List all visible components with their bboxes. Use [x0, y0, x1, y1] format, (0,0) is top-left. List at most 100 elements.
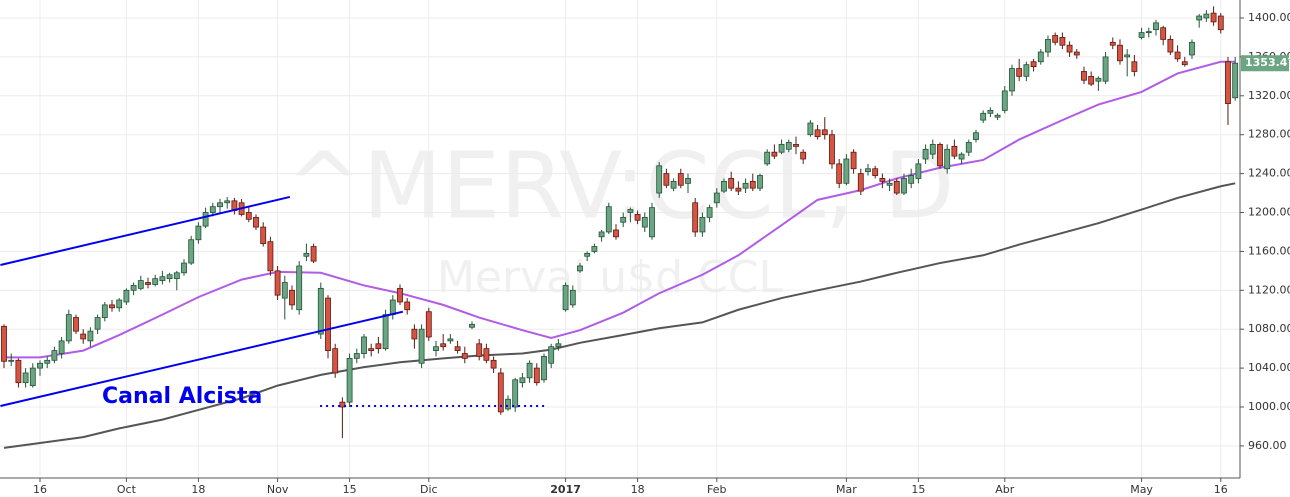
- candle-body: [137, 280, 144, 289]
- candle-body: [519, 377, 526, 384]
- candle-body: [598, 231, 605, 238]
- candle-body: [37, 362, 43, 369]
- x-tick-label: 16: [1214, 483, 1228, 496]
- y-tick-label: 1240.00: [1248, 167, 1290, 180]
- candle-body: [116, 299, 123, 309]
- candle-body: [94, 317, 101, 330]
- candle-body: [1117, 44, 1123, 62]
- x-tick-label: Feb: [707, 483, 726, 496]
- y-tick-label: 1040.00: [1248, 361, 1290, 374]
- candle-body: [483, 348, 490, 361]
- candle-body: [274, 270, 281, 296]
- candle-body: [879, 178, 886, 182]
- candle-body: [87, 330, 94, 342]
- candle-body: [749, 180, 756, 189]
- y-tick-label: 1120.00: [1248, 283, 1290, 296]
- candle-body: [713, 192, 720, 204]
- candle-body: [260, 226, 267, 245]
- candle-body: [944, 148, 951, 170]
- x-tick-label: 18: [191, 483, 205, 496]
- x-tick-label: 15: [911, 483, 925, 496]
- candle-body: [613, 229, 619, 238]
- candle-body: [872, 168, 879, 176]
- candle-body: [375, 343, 382, 350]
- candle-body: [656, 165, 663, 194]
- candle-body: [1196, 15, 1203, 21]
- y-tick-label: 1280.00: [1248, 128, 1290, 141]
- watermark-subtitle: Merval u$d CCL: [437, 252, 784, 303]
- candle-body: [526, 362, 533, 379]
- candle-body: [1001, 90, 1008, 111]
- candle-body: [569, 289, 576, 306]
- candle-body: [346, 357, 353, 403]
- candle-body: [764, 151, 771, 165]
- candle-body: [677, 173, 684, 186]
- candle-body: [440, 343, 447, 348]
- candle-body: [296, 265, 303, 311]
- candle-body: [541, 356, 547, 381]
- candle-body: [1095, 77, 1102, 82]
- candle-body: [166, 274, 173, 280]
- candle-body: [1210, 12, 1217, 23]
- candle-body: [15, 359, 22, 384]
- candle-body: [1160, 27, 1167, 40]
- candle-body: [627, 209, 634, 213]
- candle-body: [929, 144, 936, 155]
- candle-body: [742, 182, 749, 189]
- candle-body: [1059, 37, 1066, 46]
- candle-body: [1124, 54, 1131, 58]
- candle-body: [411, 328, 418, 340]
- candle-body: [1037, 51, 1044, 63]
- candle-body: [80, 333, 87, 340]
- candle-body: [361, 336, 367, 354]
- candle-body: [181, 262, 187, 274]
- candle-body: [634, 214, 641, 221]
- candle-body: [425, 311, 432, 338]
- candle-body: [951, 145, 958, 157]
- candle-body: [44, 359, 51, 364]
- candle-body: [58, 340, 65, 354]
- y-tick-label: 960.00: [1248, 439, 1287, 452]
- candle-body: [757, 175, 763, 189]
- candle-body: [461, 353, 468, 359]
- candle-body: [692, 202, 699, 233]
- candle-body: [735, 187, 742, 192]
- x-tick-label: Oct: [117, 483, 137, 496]
- candle-body: [641, 216, 648, 228]
- candle-body: [1174, 51, 1181, 60]
- candle-body: [1145, 31, 1152, 34]
- candle-body: [353, 353, 360, 359]
- candle-body: [245, 212, 252, 220]
- candle-body: [188, 239, 195, 264]
- plot: [0, 6, 1239, 449]
- candle-body: [987, 109, 994, 114]
- x-tick-label: Nov: [267, 483, 289, 496]
- candle-body: [1081, 71, 1087, 81]
- trend-line: [0, 310, 404, 408]
- candle-body: [785, 142, 792, 150]
- candle-body: [721, 180, 727, 192]
- candle-body: [325, 297, 331, 351]
- candle-body: [836, 163, 843, 184]
- candle-body: [915, 163, 922, 179]
- candle-body: [562, 285, 569, 311]
- candle-body: [1217, 15, 1224, 31]
- candle-body: [505, 398, 511, 410]
- candle-body: [1153, 22, 1159, 31]
- candle-body: [793, 144, 799, 147]
- candle-body: [865, 168, 871, 173]
- candle-body: [850, 151, 857, 170]
- candle-body: [728, 178, 735, 189]
- candle-body: [289, 289, 295, 306]
- candle-body: [382, 314, 389, 350]
- candle-body: [814, 129, 821, 138]
- candle-body: [1102, 56, 1109, 82]
- candle-body: [152, 278, 159, 285]
- candle-body: [490, 359, 497, 369]
- y-tick-label: 1160.00: [1248, 244, 1290, 257]
- candle-body: [584, 252, 591, 257]
- candle-body: [771, 151, 778, 157]
- candle-body: [73, 317, 79, 332]
- x-tick-label: 18: [631, 483, 645, 496]
- candle-body: [1109, 41, 1116, 46]
